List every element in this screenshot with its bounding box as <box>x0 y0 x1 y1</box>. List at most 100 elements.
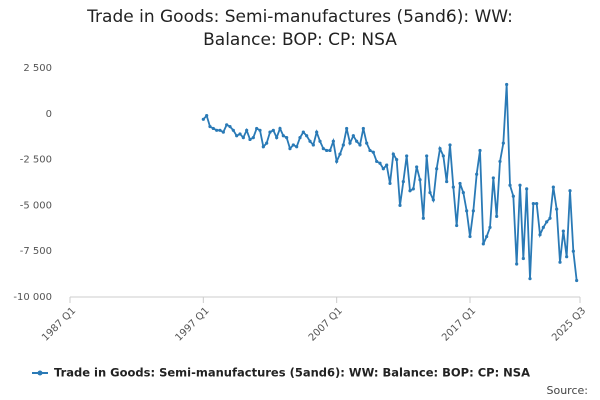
point <box>318 139 322 143</box>
point <box>225 123 229 127</box>
point <box>548 216 552 220</box>
point <box>445 179 449 184</box>
point <box>331 139 335 143</box>
point <box>375 159 379 164</box>
point <box>405 154 409 158</box>
point <box>341 143 345 147</box>
point <box>435 167 439 171</box>
point <box>438 147 442 151</box>
point <box>495 214 499 218</box>
point <box>431 198 435 202</box>
point <box>328 148 332 153</box>
point <box>575 278 579 283</box>
x-tick-label: 1997 Q1 <box>173 305 211 343</box>
point <box>321 147 325 151</box>
point <box>278 126 282 131</box>
point <box>251 136 255 140</box>
point <box>271 128 275 132</box>
point <box>401 179 405 184</box>
point <box>538 233 542 237</box>
point <box>468 234 472 239</box>
point <box>238 132 242 136</box>
point <box>551 185 555 189</box>
y-tick-label: 2 500 <box>23 63 52 74</box>
point <box>571 249 575 253</box>
point <box>365 141 369 145</box>
point <box>398 203 402 207</box>
point <box>215 128 219 132</box>
point <box>488 225 492 229</box>
point <box>235 134 239 138</box>
point <box>378 161 382 165</box>
point <box>508 183 512 187</box>
point <box>451 185 455 189</box>
point <box>291 143 295 147</box>
point <box>245 128 249 132</box>
point <box>418 178 422 182</box>
y-tick-label: 0 <box>46 109 52 120</box>
point <box>288 147 292 151</box>
point <box>478 148 482 153</box>
x-tick-label: 2025 Q3 <box>550 305 588 343</box>
y-tick-label: -2 500 <box>20 155 52 166</box>
point <box>228 125 232 129</box>
y-tick-label: -5 000 <box>20 200 52 211</box>
point <box>411 187 415 191</box>
point <box>465 209 469 213</box>
point <box>531 201 535 206</box>
point <box>501 141 505 145</box>
point <box>305 134 309 138</box>
point <box>325 148 329 153</box>
x-tick-label: 1987 Q1 <box>40 305 78 343</box>
point <box>395 158 399 162</box>
point <box>485 234 489 239</box>
point <box>368 148 372 153</box>
point <box>358 143 362 147</box>
point <box>475 172 479 176</box>
point <box>391 152 395 156</box>
point <box>268 130 272 134</box>
point <box>568 189 572 193</box>
point <box>421 216 425 220</box>
y-tick-label: -10 000 <box>13 292 52 303</box>
point <box>345 126 349 131</box>
point <box>381 167 385 171</box>
source: Source: <box>547 384 589 397</box>
point <box>361 126 365 131</box>
point <box>275 136 279 140</box>
point <box>458 181 462 186</box>
point <box>248 137 252 142</box>
point <box>528 277 532 281</box>
point <box>218 128 222 132</box>
point <box>311 143 315 147</box>
point <box>498 159 502 164</box>
point <box>408 189 412 193</box>
legend-marker <box>37 370 43 376</box>
point <box>545 220 549 224</box>
point <box>211 126 215 131</box>
point <box>521 256 525 261</box>
point <box>518 183 522 187</box>
point <box>308 139 312 143</box>
point <box>265 141 269 145</box>
point <box>491 176 495 180</box>
point <box>351 134 355 138</box>
point <box>348 141 352 145</box>
point <box>535 201 539 206</box>
x-tick-label: 2017 Q1 <box>440 305 478 343</box>
point <box>335 159 339 164</box>
point <box>208 125 212 129</box>
legend-label: Trade in Goods: Semi-manufactures (5and6… <box>54 366 530 380</box>
point <box>285 136 289 140</box>
point <box>448 143 452 147</box>
y-tick-label: -7 500 <box>20 246 52 257</box>
point <box>481 242 485 246</box>
point <box>515 262 519 266</box>
point <box>511 194 515 198</box>
point <box>471 209 475 213</box>
point <box>298 136 302 140</box>
point <box>281 134 285 138</box>
point <box>338 152 342 156</box>
point <box>561 229 565 233</box>
